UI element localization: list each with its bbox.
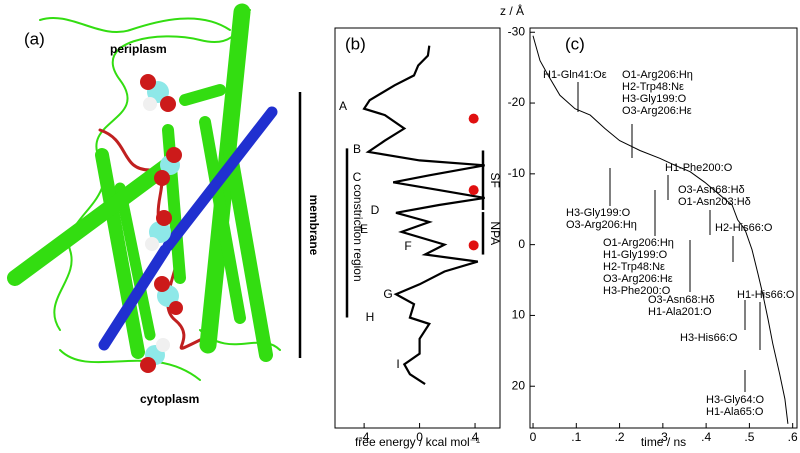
y-tick-label: -20 [508,95,526,109]
annotation: O3-Asn68:Hδ [678,184,745,196]
y-axis-label: z / Å [500,3,524,18]
x-tick-label: 0 [416,430,423,444]
helix [223,143,273,362]
annotation: O1-Arg206:Hη [603,237,674,249]
region-label: periplasm [110,42,167,56]
helix [179,84,226,106]
rod [162,106,278,252]
annotation: H1-Ala201:O [648,306,712,318]
x-tick-label: .4 [701,430,711,444]
annotation: O1-Asn203:Hδ [678,196,751,208]
annotation: H3-His66:O [680,332,738,344]
energy-curve [362,45,485,386]
annotation: H2-His66:O [715,222,773,234]
atom [154,276,170,292]
marker [468,185,479,196]
range-label: SF [488,173,502,188]
rod [98,244,171,351]
atom [140,357,156,373]
x-tick-label: .3 [658,430,668,444]
water-spheres [140,74,183,373]
x-axis-label: time / ns [641,435,686,449]
panel-frame [334,27,501,429]
atom [156,338,170,352]
point-label: H [366,310,375,324]
point-label: E [360,222,368,236]
x-tick-label: .1 [571,430,581,444]
x-tick-label: .2 [615,430,625,444]
x-tick-label: 0 [530,430,537,444]
point-label: F [404,239,411,253]
annotation: H2-Trp48:Nε [603,261,665,273]
range-label: constriction region [351,184,365,281]
point-label: C [353,170,362,184]
atom [156,210,172,226]
annotation: H1-Gly199:O [603,249,668,261]
atom [145,237,159,251]
helix [95,148,145,359]
y-tick-label: 20 [512,378,526,392]
panel-frame [529,27,798,429]
marker [468,113,479,124]
point-label: I [396,357,399,371]
x-tick-label: 4 [472,430,479,444]
atom [166,147,182,163]
range-label: NPA [488,221,502,245]
panel-label: (c) [565,34,585,53]
annotation: H3-Phe200:O [603,285,671,297]
y-tick-label: -10 [508,166,526,180]
protein-drawing [7,3,281,381]
x-tick-label: -4 [359,430,370,444]
x-axis-label: free energy / kcal mol⁻¹ [355,435,480,449]
annotation: H1-Gln41:Oε [543,69,607,81]
annotation: H3-Gly64:O [706,394,765,406]
marker [468,240,479,251]
annotation: H3-Gly199:O [566,207,631,219]
point-label: D [371,203,380,217]
trajectory [532,35,789,424]
point-label: G [383,287,392,301]
x-tick-label: .6 [788,430,798,444]
annotation: O3-Arg206:Hη [566,219,637,231]
loop [53,9,251,331]
helix [7,157,176,286]
annotation: H1-Ala65:O [706,406,764,418]
annotation: O3-Asn68:Hδ [648,294,715,306]
atom [160,96,176,112]
atom [169,301,183,315]
annotation: O1-Arg206:Hη [622,69,693,81]
panel-label: (a) [24,29,45,48]
helix [114,182,156,341]
point-label: A [339,99,347,113]
annotation: H2-Trp48:Nε [622,81,684,93]
panel-label: (b) [345,34,366,53]
region-label: cytoplasm [140,392,199,406]
annotation: O3-Arg206:Hε [603,273,673,285]
atom [154,170,170,186]
membrane-label: membrane [307,195,321,256]
annotation: H1-Phe200:O [665,162,733,174]
annotation: H3-Gly199:O [622,93,687,105]
y-tick-label: -30 [508,24,526,38]
point-label: B [353,142,361,156]
y-tick-label: 0 [518,237,525,251]
helix [199,116,246,324]
annotation: O3-Arg206:Hε [622,105,692,117]
annotation: H1-His66:O [737,289,795,301]
y-tick-label: 10 [512,308,526,322]
x-tick-label: .5 [744,430,754,444]
atom [143,97,157,111]
atom [140,74,156,90]
